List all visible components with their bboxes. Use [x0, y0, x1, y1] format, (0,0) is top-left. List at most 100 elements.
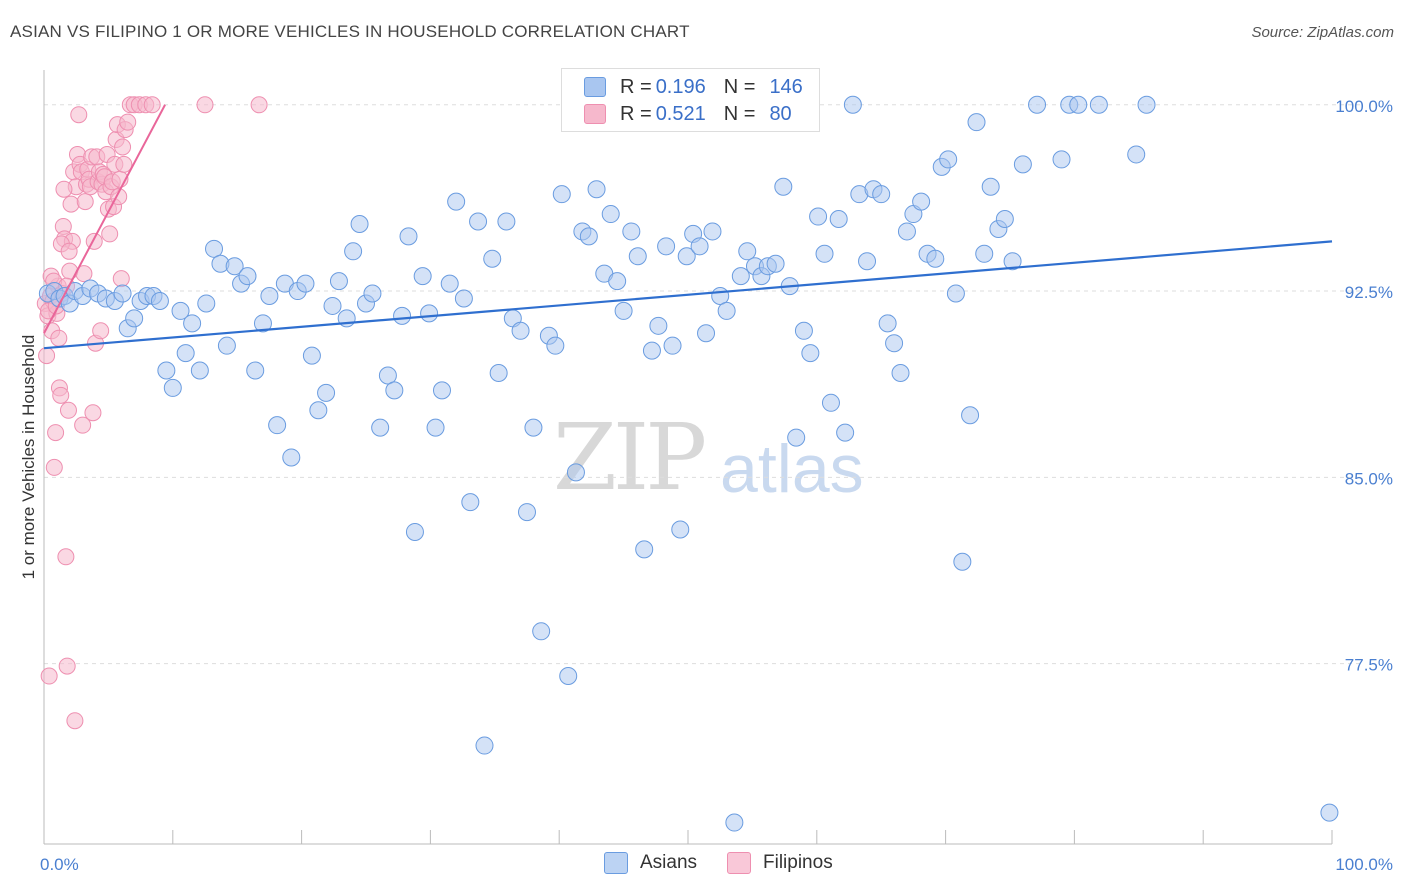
asian-point: [317, 383, 336, 402]
asian-point: [579, 227, 598, 246]
asian-point: [546, 336, 565, 355]
asian-point: [176, 344, 195, 363]
asian-point: [703, 222, 722, 241]
asian-point: [217, 336, 236, 355]
asian-point: [628, 247, 647, 266]
y-tick-label: 85.0%: [1345, 469, 1393, 488]
asian-point: [399, 227, 418, 246]
asian-point: [157, 361, 176, 380]
asian-point: [440, 274, 459, 293]
filipino-point: [119, 113, 137, 131]
asian-point: [190, 361, 209, 380]
asian-point: [447, 192, 466, 211]
asian-point: [587, 180, 606, 199]
asian-point: [801, 344, 820, 363]
asian-point: [511, 321, 530, 340]
asian-point: [378, 366, 397, 385]
asian-point: [794, 321, 813, 340]
asian-point: [225, 257, 244, 276]
asian-point: [475, 736, 494, 755]
asian-point: [939, 150, 958, 169]
asian-point: [454, 289, 473, 308]
filipino-point: [45, 458, 63, 476]
filipino-point: [55, 180, 73, 198]
filipino-point: [59, 401, 77, 419]
asian-point: [1028, 95, 1047, 114]
asian-point: [413, 267, 432, 286]
asian-point: [1089, 95, 1108, 114]
filipino-points: [36, 96, 268, 730]
asian-point: [344, 242, 363, 261]
asian-point: [497, 212, 516, 231]
filipino-point: [250, 96, 268, 114]
asian-point: [843, 95, 862, 114]
asian-n-label: N =: [723, 75, 756, 98]
filipino-point: [92, 322, 110, 340]
asian-point: [518, 503, 536, 522]
asian-point: [371, 418, 390, 437]
filipino-point: [60, 242, 78, 260]
asian-point: [601, 205, 620, 224]
asian-point: [282, 448, 301, 467]
asian-point: [150, 291, 169, 310]
legend-item-filipinos[interactable]: Filipinos: [727, 852, 833, 874]
asian-point: [649, 316, 668, 335]
asian-point: [891, 364, 910, 383]
asian-swatch: [584, 77, 606, 97]
asian-point: [238, 267, 257, 286]
asian-point: [766, 254, 785, 273]
asians-legend-swatch: [604, 852, 628, 874]
asian-point: [821, 393, 840, 412]
asian-point: [197, 294, 216, 313]
asian-point: [260, 287, 279, 306]
asian-point: [961, 406, 980, 425]
asian-point: [809, 207, 828, 226]
asian-point: [912, 192, 931, 211]
asian-points: [38, 95, 1339, 832]
filipinos-legend-swatch: [727, 852, 751, 874]
asian-point: [566, 463, 585, 482]
asian-point: [981, 177, 1000, 196]
asian-point: [113, 284, 132, 303]
filipino-point: [50, 329, 68, 347]
asian-point: [885, 334, 904, 353]
asian-point: [738, 242, 757, 261]
series-legend: Asians Filipinos: [0, 852, 1406, 876]
filipino-point: [74, 416, 92, 434]
y-axis-title: 1 or more Vehicles in Household: [19, 335, 38, 580]
asian-point: [329, 272, 348, 291]
asian-point: [302, 346, 321, 365]
filipino-point: [76, 193, 94, 211]
filipino-point: [40, 667, 58, 685]
y-tick-label: 77.5%: [1345, 656, 1393, 675]
asian-point: [829, 210, 848, 229]
asian-point: [1137, 95, 1156, 114]
filipino-n-label: N =: [723, 102, 756, 125]
asian-point: [671, 520, 690, 539]
asian-point: [815, 244, 834, 263]
asian-point: [420, 304, 439, 323]
filipino-point: [58, 657, 76, 675]
x-tick-label-min: 0.0%: [40, 855, 79, 874]
source-credit: Source: ZipAtlas.com: [1251, 24, 1394, 41]
filipino-swatch: [584, 104, 606, 124]
asian-point: [1013, 155, 1032, 174]
legend-item-asians[interactable]: Asians: [604, 852, 697, 874]
asian-point: [725, 813, 744, 832]
y-tick-label: 92.5%: [1345, 283, 1393, 302]
asian-point: [1052, 150, 1071, 169]
asian-point: [532, 622, 551, 641]
asian-point: [309, 401, 328, 420]
asian-point: [559, 667, 578, 686]
asian-point: [642, 341, 661, 360]
gridlines: [44, 104, 1360, 665]
asian-point: [483, 249, 502, 268]
correlation-legend: R = 0.196 N = 146 R = 0.521 N = 80: [561, 68, 820, 132]
asian-point: [663, 336, 682, 355]
asian-point: [967, 113, 986, 132]
asian-point: [897, 222, 916, 241]
asian-point: [635, 540, 654, 559]
legend-row-asians: R = 0.196 N = 146: [584, 75, 803, 99]
watermark-zip: ZIP: [553, 404, 707, 511]
asian-point: [953, 552, 972, 571]
